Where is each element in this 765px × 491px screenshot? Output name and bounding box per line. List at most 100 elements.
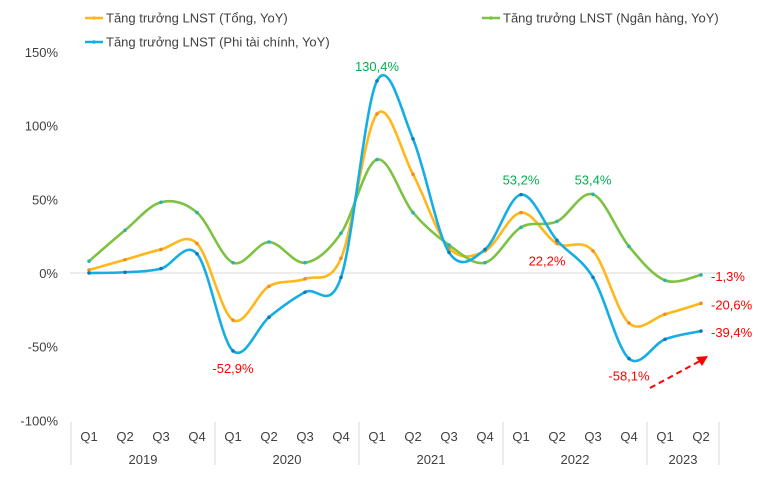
- x-tick-label: Q1: [368, 429, 385, 444]
- trend-arrow: [649, 356, 708, 389]
- x-tick-label: Q2: [260, 429, 277, 444]
- data-point: [195, 210, 199, 215]
- series-line-1: [88, 110, 702, 328]
- data-point: [123, 228, 127, 233]
- year-label: 2021: [417, 452, 446, 467]
- data-label: 22,2%: [529, 253, 566, 268]
- data-point: [231, 260, 235, 265]
- data-point: [303, 290, 307, 294]
- x-tick-label: Q2: [404, 429, 421, 444]
- data-label: 130,4%: [355, 59, 400, 74]
- data-point: [519, 225, 523, 230]
- x-tick-label: Q2: [692, 429, 709, 444]
- data-point: [519, 192, 523, 197]
- x-tick-label: Q4: [620, 429, 637, 444]
- legend-label: Tăng trưởng LNST (Ngân hàng, YoY): [503, 11, 719, 26]
- data-label: -1,3%: [711, 269, 745, 284]
- data-point: [627, 356, 631, 361]
- data-point: [195, 252, 199, 256]
- data-point: [267, 284, 271, 289]
- x-tick-label: Q4: [476, 429, 493, 444]
- data-point: [447, 250, 451, 255]
- data-point: [195, 241, 199, 246]
- data-point: [123, 270, 127, 275]
- data-point: [519, 210, 523, 215]
- x-axis: Q1 Q2 Q3 Q4 Q1 Q2 Q3 Q4 Q1 Q2 Q3 Q4 Q1 Q2 Q3 Q4 Q1 Q2 2019…: [70, 422, 720, 467]
- data-label: -39,4%: [711, 325, 753, 340]
- x-tick-label: Q1: [80, 429, 97, 444]
- data-point: [555, 219, 559, 224]
- x-tick-label: Q3: [584, 429, 601, 444]
- annotations: 130,4% -52,9% 53,2% 22,2% 53,4% -58,1% -1,3% -2…: [212, 59, 752, 384]
- data-point: [159, 247, 163, 252]
- x-tick-label: Q3: [440, 429, 457, 444]
- data-point: [87, 268, 91, 272]
- data-point: [483, 260, 487, 265]
- year-label: 2019: [129, 452, 158, 467]
- x-tick-label: Q3: [296, 429, 313, 444]
- y-tick-label: 50%: [32, 192, 58, 207]
- data-point: [663, 312, 667, 317]
- data-point: [483, 247, 487, 252]
- data-point: [159, 200, 163, 205]
- data-point: [267, 315, 271, 319]
- year-label: 2023: [669, 452, 698, 467]
- year-label: 2020: [273, 452, 302, 467]
- data-label: -52,9%: [212, 361, 254, 376]
- data-label: -58,1%: [608, 369, 650, 384]
- data-point: [375, 157, 379, 162]
- data-label: 53,2%: [503, 173, 540, 188]
- data-point: [699, 329, 703, 333]
- y-tick-label: 0%: [39, 266, 58, 281]
- y-tick-label: 100%: [25, 119, 59, 134]
- series-group: [87, 73, 703, 363]
- data-point: [303, 260, 307, 265]
- data-point: [555, 238, 559, 243]
- data-point: [339, 256, 343, 261]
- year-label: 2022: [561, 452, 590, 467]
- data-point: [231, 318, 235, 322]
- legend: Tăng trưởng LNST (Tổng, YoY) Tăng trưởng …: [85, 11, 719, 50]
- data-label: -20,6%: [711, 297, 753, 312]
- x-tick-label: Q2: [548, 429, 565, 444]
- legend-marker: [489, 16, 493, 20]
- legend-label: Tăng trưởng LNST (Tổng, YoY): [106, 11, 288, 26]
- data-point: [411, 210, 415, 215]
- data-point: [339, 275, 343, 280]
- x-tick-label: Q4: [332, 429, 349, 444]
- data-point: [267, 240, 271, 244]
- data-point: [123, 257, 127, 262]
- data-point: [663, 278, 667, 283]
- x-tick-label: Q2: [116, 429, 133, 444]
- series-line-3: [88, 73, 702, 363]
- data-point: [303, 277, 307, 281]
- data-point: [591, 275, 595, 280]
- legend-marker: [92, 40, 96, 44]
- data-point: [447, 243, 451, 247]
- data-point: [231, 349, 235, 353]
- data-point: [375, 112, 379, 116]
- data-point: [663, 337, 667, 342]
- data-point: [375, 79, 379, 83]
- data-point: [591, 192, 595, 197]
- data-point: [627, 244, 631, 249]
- data-label: 53,4%: [575, 172, 612, 187]
- data-point: [627, 321, 631, 325]
- data-point: [87, 271, 91, 275]
- data-point: [699, 301, 703, 306]
- x-tick-label: Q4: [188, 429, 205, 444]
- x-tick-label: Q1: [656, 429, 673, 444]
- data-point: [591, 249, 595, 253]
- x-tick-label: Q1: [512, 429, 529, 444]
- x-tick-label: Q3: [152, 429, 169, 444]
- data-point: [339, 231, 343, 236]
- y-axis: 150% 100% 50% 0% -50% -100%: [20, 45, 58, 428]
- data-point: [159, 266, 163, 271]
- data-point: [411, 137, 415, 141]
- y-tick-label: 150%: [25, 45, 59, 60]
- data-point: [411, 172, 415, 177]
- x-tick-label: Q1: [224, 429, 241, 444]
- y-tick-label: -50%: [28, 340, 59, 355]
- data-point: [699, 273, 703, 277]
